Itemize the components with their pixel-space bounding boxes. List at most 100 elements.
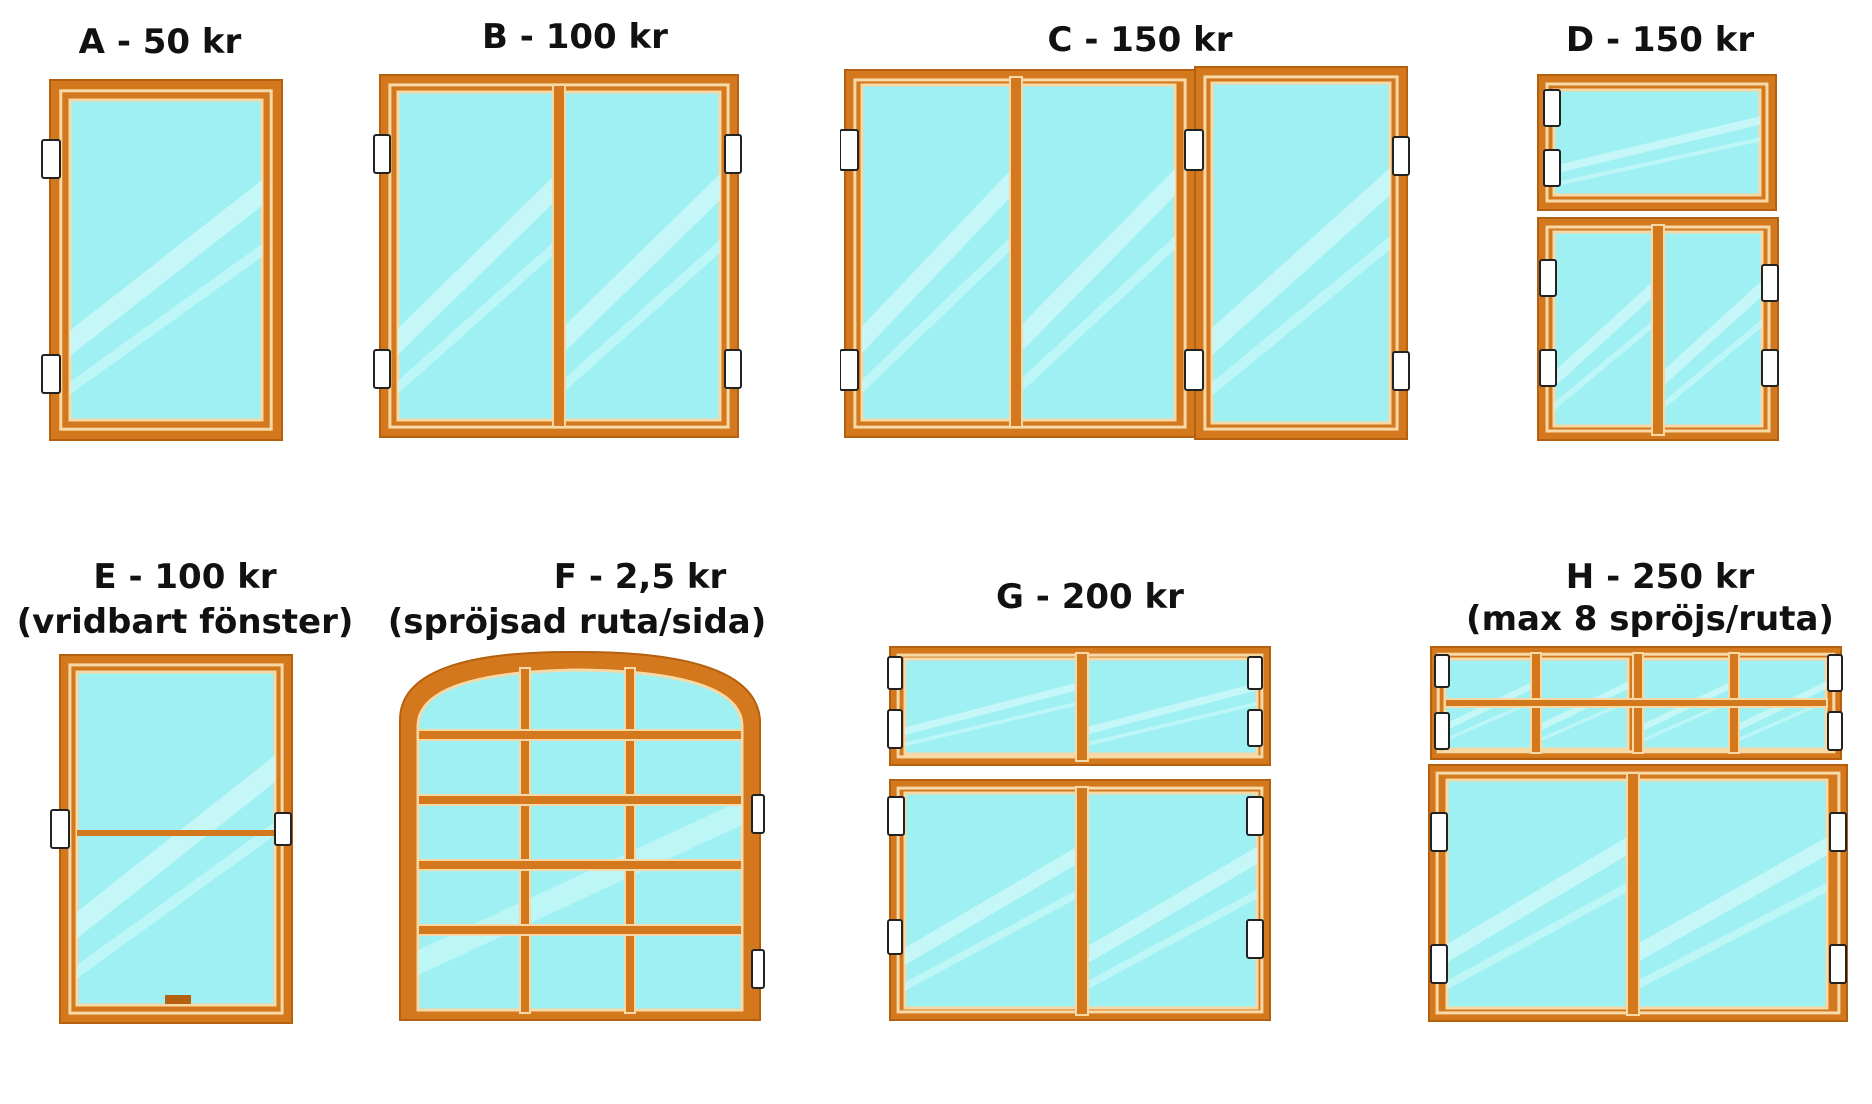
glass-glare: [1738, 699, 1826, 742]
hinge-icon: [887, 709, 903, 749]
glass-glare: [1445, 699, 1533, 742]
hinge-icon: [1543, 89, 1561, 127]
hinge-icon: [840, 349, 859, 391]
glass-glare: [1637, 882, 1827, 990]
glass-glare: [562, 239, 720, 394]
mullion: [417, 859, 743, 871]
glass-glare: [1447, 837, 1627, 963]
hinge-icon: [1761, 264, 1779, 302]
glass-glare: [1085, 889, 1257, 991]
glass-glare: [77, 755, 275, 939]
mullion: [1626, 772, 1640, 1016]
window-h-label: H - 250 kr: [1565, 557, 1755, 597]
window-f: [390, 650, 770, 1025]
glass-glare: [70, 180, 262, 356]
window-g-drawing: [887, 646, 1271, 1021]
handle-icon: [165, 995, 191, 1004]
hinge-icon: [1829, 944, 1847, 984]
window-f-label: F - 2,5 kr: [553, 557, 727, 597]
glass-glare: [862, 168, 1012, 353]
window-d-drawing: [1537, 74, 1779, 441]
hinge-icon: [1827, 654, 1843, 692]
mullion: [519, 667, 531, 1014]
hinge-icon: [1246, 919, 1264, 959]
glass-glare: [1643, 699, 1731, 742]
glass-glare: [1554, 280, 1654, 388]
glass-glare: [1554, 319, 1654, 411]
mullion: [1651, 224, 1665, 436]
mullion: [1075, 652, 1089, 762]
hinge-icon: [1247, 656, 1263, 690]
hinge-icon: [1434, 712, 1450, 750]
hinge-icon: [724, 134, 742, 174]
window-a-drawing: [41, 79, 283, 441]
hinge-icon: [1430, 812, 1448, 852]
glass-glare: [862, 235, 1012, 394]
window-e: [45, 650, 305, 1025]
glass-glare: [1662, 280, 1762, 388]
glass-glare: [1540, 699, 1628, 742]
glass-glare: [905, 889, 1077, 991]
window-c-label: C - 150 kr: [1047, 20, 1233, 60]
window-e-drawing: [50, 654, 293, 1024]
window-b-drawing: [373, 74, 742, 438]
hinge-icon: [1184, 349, 1204, 391]
glass-glare: [1020, 168, 1175, 353]
hinge-icon: [751, 794, 765, 834]
sash-bar: [77, 830, 275, 836]
glass-glare: [905, 701, 1077, 747]
glass-glare: [1554, 116, 1760, 174]
mullion: [1075, 786, 1089, 1016]
window-a-label: A - 50 kr: [78, 22, 242, 62]
glass-glare: [1212, 236, 1390, 396]
window-d-label: D - 150 kr: [1565, 20, 1755, 60]
window-d: [1530, 70, 1790, 445]
hinge-icon: [373, 134, 391, 174]
window-h-drawing: [1428, 646, 1848, 1022]
mullion: [417, 794, 743, 806]
glass-glare: [398, 174, 556, 355]
hinge-icon: [887, 796, 905, 836]
window-g: [880, 645, 1280, 1025]
hinge-icon: [1247, 709, 1263, 747]
hinge-icon: [373, 349, 391, 389]
frame-inner-line: [1203, 75, 1399, 431]
hinge-icon: [41, 139, 61, 179]
hinge-icon: [887, 919, 903, 955]
window-f-note: (spröjsad ruta/sida): [387, 602, 767, 642]
window-e-label: E - 100 kr: [93, 557, 277, 597]
hinge-icon: [1392, 351, 1410, 391]
hinge-icon: [50, 809, 70, 849]
hinge-icon: [1761, 349, 1779, 387]
hinge-icon: [41, 354, 61, 394]
glass-glare: [1637, 837, 1827, 963]
hinge-icon: [751, 949, 765, 989]
hinge-icon: [1539, 259, 1557, 297]
window-e-note: (vridbart fönster): [16, 602, 354, 642]
window-b: [370, 70, 750, 445]
glass-glare: [905, 682, 1077, 735]
hinge-icon: [1539, 349, 1557, 387]
hinge-icon: [840, 129, 859, 171]
hinge-icon: [1430, 944, 1448, 984]
frame-inner-line: [59, 89, 273, 431]
glass-glare: [1447, 882, 1627, 990]
mullion: [624, 667, 636, 1014]
glass-glare: [77, 821, 275, 979]
hinge-icon: [1434, 654, 1450, 688]
glass-glare: [1085, 682, 1257, 735]
glass-glare: [1662, 319, 1762, 411]
glass-glare: [1020, 235, 1175, 394]
hinge-icon: [887, 656, 903, 690]
hinge-icon: [1829, 812, 1847, 852]
glass-glare: [1212, 168, 1390, 355]
window-h-note: (max 8 spröjs/ruta): [1466, 599, 1834, 639]
window-c: [840, 65, 1420, 445]
glass-glare: [70, 244, 262, 395]
mullion: [1009, 76, 1023, 428]
glass-glare: [562, 174, 720, 355]
mullion: [552, 84, 566, 428]
window-a: [40, 75, 290, 445]
mullion: [417, 924, 743, 936]
mullion: [1444, 698, 1828, 708]
